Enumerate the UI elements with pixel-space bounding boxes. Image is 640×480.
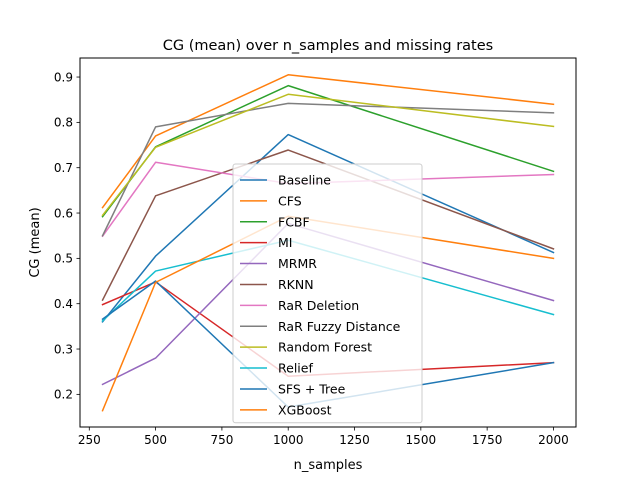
legend-label: FCBF (278, 214, 310, 229)
y-axis-label: CG (mean) (28, 207, 43, 277)
x-tick-label: 1000 (273, 433, 304, 447)
plot-frame (79, 57, 577, 428)
legend-label: Relief (278, 361, 313, 376)
x-tick-label: 750 (210, 433, 233, 447)
y-tick-label: 0.9 (54, 70, 73, 84)
legend-label: RaR Deletion (278, 298, 359, 313)
legend-label: CFS (278, 193, 302, 208)
x-tick-label: 1500 (406, 433, 437, 447)
legend-label: XGBoost (278, 402, 332, 417)
x-tick-label: 1750 (472, 433, 503, 447)
legend-label: RKNN (278, 277, 314, 292)
chart-title: CG (mean) over n_samples and missing rat… (163, 38, 493, 54)
legend: Baseline CFS FCBF MI MRMR RKNN RaR Deletion RaR… (232, 163, 423, 424)
y-tick-label: 0.5 (54, 252, 73, 266)
x-tick-label: 250 (78, 433, 101, 447)
y-tick-label: 0.3 (54, 342, 73, 356)
legend-label: Random Forest (278, 340, 372, 355)
legend-label: MRMR (278, 256, 317, 271)
y-axis: 0.2 0.3 0.4 0.5 0.6 0.7 0.8 0.9 (54, 70, 80, 402)
x-axis: 250 500 750 1000 1250 1500 1750 2000 (78, 427, 569, 447)
legend-box (232, 163, 423, 424)
y-tick-label: 0.8 (54, 116, 73, 130)
series-line-8 (101, 93, 555, 217)
x-tick-label: 500 (144, 433, 167, 447)
y-tick-label: 0.2 (54, 388, 73, 402)
y-tick-label: 0.4 (54, 297, 73, 311)
x-tick-label: 2000 (538, 433, 569, 447)
y-tick-label: 0.6 (54, 206, 73, 220)
legend-label: Baseline (278, 172, 331, 187)
x-tick-label: 1250 (339, 433, 370, 447)
legend-label: SFS + Tree (278, 381, 346, 396)
legend-label: MI (278, 235, 292, 250)
x-axis-label: n_samples (294, 458, 363, 473)
legend-label: RaR Fuzzy Distance (278, 319, 401, 334)
series-line-1 (101, 74, 555, 209)
y-tick-label: 0.7 (54, 161, 73, 175)
